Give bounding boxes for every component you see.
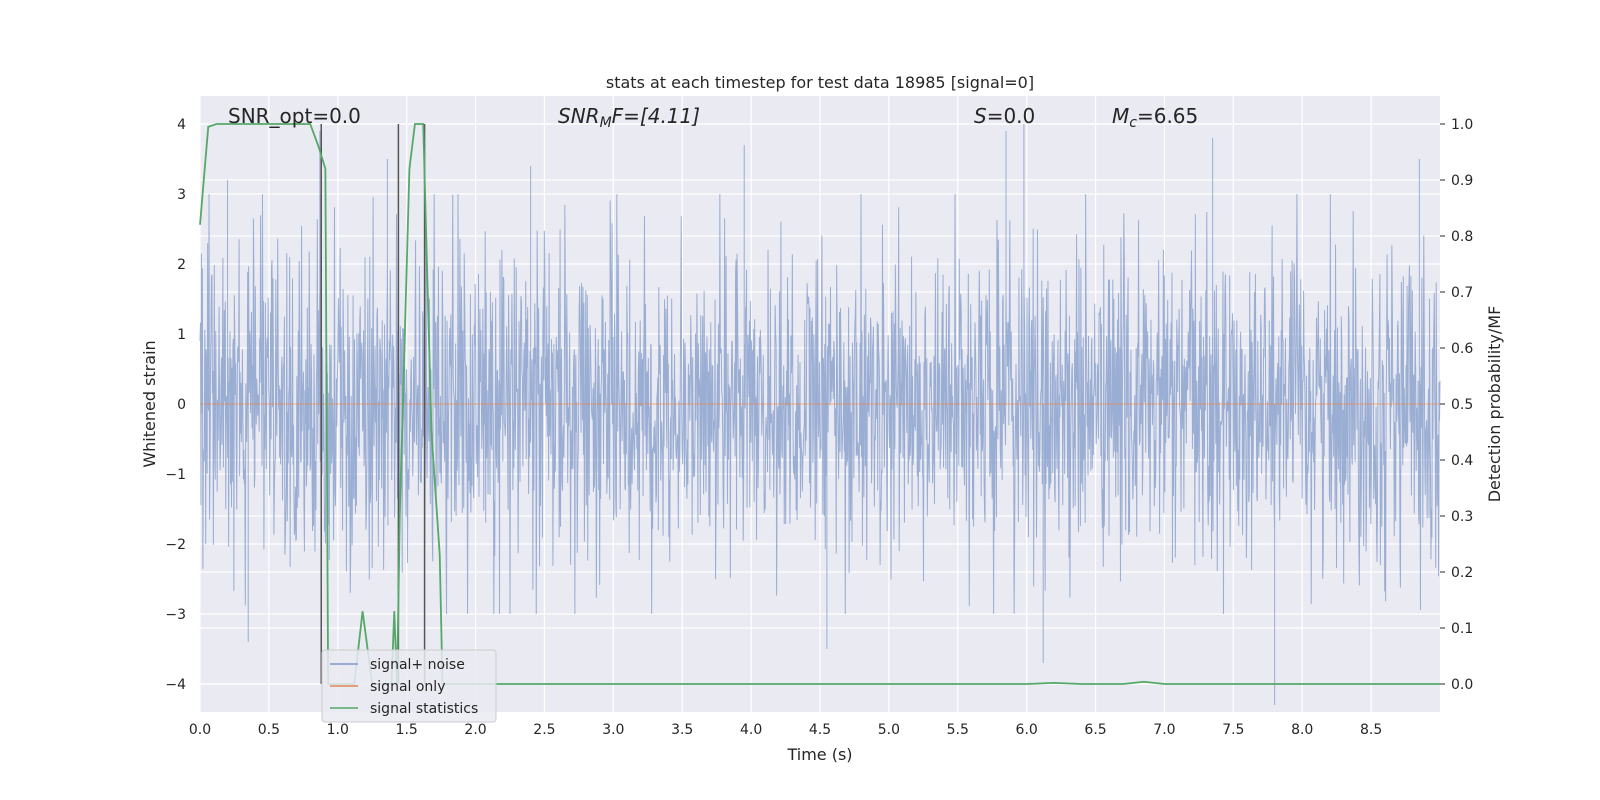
annotation-mc: Mc=6.65 xyxy=(1112,104,1198,131)
x-tick-label: 0.5 xyxy=(258,722,280,738)
legend-label-signal-only: signal only xyxy=(370,679,445,695)
y2-axis-label: Detection probability/MF xyxy=(1485,306,1504,503)
y-axis-label: Whitened strain xyxy=(140,340,159,467)
legend: signal+ noise signal only signal statist… xyxy=(321,649,497,723)
x-tick-label: 7.5 xyxy=(1222,722,1244,738)
y2-tick-label: 0.7 xyxy=(1451,285,1473,301)
y2-tick-label: 0.5 xyxy=(1451,397,1473,413)
y2-tick-label: 0.8 xyxy=(1451,229,1473,245)
x-tick-label: 7.0 xyxy=(1153,722,1175,738)
annotation-snr-mf: SNRMF=[4.11] xyxy=(558,104,700,131)
legend-label-signal-statistics: signal statistics xyxy=(370,701,478,717)
x-tick-label: 3.0 xyxy=(602,722,624,738)
y-tick-label: −2 xyxy=(165,537,186,553)
x-tick-label: 0.0 xyxy=(189,722,211,738)
legend-label-signal-noise: signal+ noise xyxy=(370,657,465,673)
x-tick-label: 4.0 xyxy=(740,722,762,738)
y-tick-label: −1 xyxy=(165,467,186,483)
y-tick-label: 0 xyxy=(177,397,186,413)
x-tick-label: 8.0 xyxy=(1291,722,1313,738)
y2-tick-label: 0.1 xyxy=(1451,621,1473,637)
series-signal-statistics xyxy=(199,123,1440,685)
x-tick-label: 5.5 xyxy=(947,722,969,738)
x-tick-label: 2.0 xyxy=(464,722,486,738)
y-tick-label: 1 xyxy=(177,327,186,343)
x-tick-label: 5.0 xyxy=(878,722,900,738)
legend-box xyxy=(321,649,497,723)
annotation-s: S=0.0 xyxy=(974,104,1035,128)
x-tick-label: 6.5 xyxy=(1084,722,1106,738)
annotation-snr-opt: SNR_opt=0.0 xyxy=(228,104,361,128)
y2-tick-label: 0.0 xyxy=(1451,677,1473,693)
x-axis-label: Time (s) xyxy=(786,745,852,764)
chart-title: stats at each timestep for test data 189… xyxy=(606,73,1034,92)
y2-tick-label: 0.2 xyxy=(1451,565,1473,581)
y-tick-label: 3 xyxy=(177,187,186,203)
x-tick-label: 6.0 xyxy=(1016,722,1038,738)
series-signal-noise xyxy=(199,124,1441,705)
x-tick-label: 1.5 xyxy=(396,722,418,738)
noise-series xyxy=(199,124,1441,705)
x-tick-label: 3.5 xyxy=(671,722,693,738)
y2-tick-label: 0.6 xyxy=(1451,341,1473,357)
y2-tick-label: 0.4 xyxy=(1451,453,1473,469)
y-tick-label: −4 xyxy=(165,677,186,693)
y2-tick-label: 0.3 xyxy=(1451,509,1473,525)
y-tick-label: −3 xyxy=(165,607,186,623)
overlay xyxy=(199,123,1440,685)
y-tick-label: 2 xyxy=(177,257,186,273)
x-tick-label: 4.5 xyxy=(809,722,831,738)
x-tick-label: 8.5 xyxy=(1360,722,1382,738)
y-tick-label: 4 xyxy=(177,117,186,133)
ticks: 0.0 0.5 1.0 1.5 2.0 2.5 3.0 3.5 4.0 4.5 5.0 5.5 6.0 6… xyxy=(165,117,1473,738)
x-tick-label: 2.5 xyxy=(533,722,555,738)
y2-tick-label: 0.9 xyxy=(1451,173,1473,189)
y2-tick-label: 1.0 xyxy=(1451,117,1473,133)
x-tick-label: 1.0 xyxy=(327,722,349,738)
